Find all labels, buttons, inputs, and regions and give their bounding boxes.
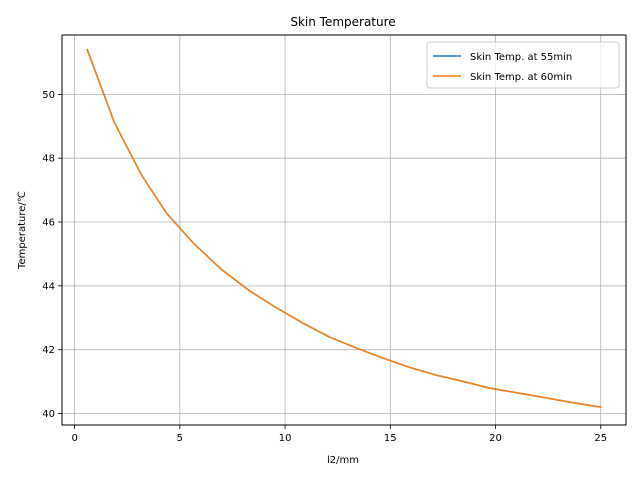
y-tick-label: 50 xyxy=(42,90,55,101)
x-tick-label: 25 xyxy=(594,433,607,444)
series-layer xyxy=(86,48,602,408)
plot-area-frame xyxy=(61,34,627,426)
x-tick-label: 15 xyxy=(384,433,397,444)
x-tick-label: 20 xyxy=(489,433,502,444)
legend-label-55min: Skin Temp. at 55min xyxy=(470,52,572,63)
series-line-1 xyxy=(86,48,602,408)
x-tick-label: 10 xyxy=(279,433,292,444)
x-axis-label: l2/mm xyxy=(327,455,359,466)
legend: Skin Temp. at 55min Skin Temp. at 60min xyxy=(426,41,620,89)
y-tick-label: 42 xyxy=(42,345,55,356)
y-axis-ticks: 40 42 44 46 48 50 xyxy=(42,90,62,420)
y-tick-label: 44 xyxy=(42,281,55,292)
grid-lines xyxy=(62,35,626,425)
legend-box xyxy=(426,41,620,89)
series-line-0 xyxy=(86,48,602,408)
y-tick-label: 40 xyxy=(42,409,55,420)
legend-label-60min: Skin Temp. at 60min xyxy=(470,72,572,83)
x-tick-label: 5 xyxy=(177,433,183,444)
x-axis-ticks: 0 5 10 15 20 25 xyxy=(71,425,607,444)
y-axis-label: Temperature/℃ xyxy=(17,191,28,270)
y-tick-label: 46 xyxy=(42,218,55,229)
chart-title: Skin Temperature xyxy=(290,15,395,29)
y-tick-label: 48 xyxy=(42,154,55,165)
x-tick-label: 0 xyxy=(71,433,77,444)
